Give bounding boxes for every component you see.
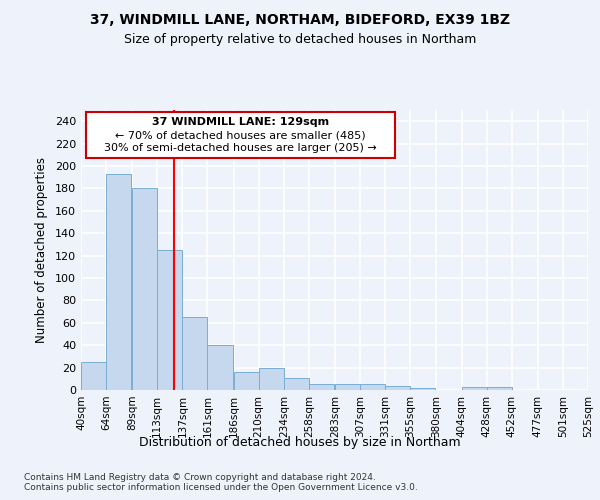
Bar [106,174,131,390]
Text: ← 70% of detached houses are smaller (485): ← 70% of detached houses are smaller (48… [115,130,366,140]
Bar [309,384,334,390]
Text: Contains public sector information licensed under the Open Government Licence v3: Contains public sector information licen… [24,484,418,492]
Y-axis label: Number of detached properties: Number of detached properties [35,157,48,343]
Text: 37 WINDMILL LANE: 129sqm: 37 WINDMILL LANE: 129sqm [152,118,329,128]
FancyBboxPatch shape [86,112,395,158]
Bar [259,368,284,390]
Bar [335,384,360,390]
Bar [233,372,259,390]
Text: Distribution of detached houses by size in Northam: Distribution of detached houses by size … [139,436,461,449]
Text: 30% of semi-detached houses are larger (205) →: 30% of semi-detached houses are larger (… [104,143,377,153]
Text: Size of property relative to detached houses in Northam: Size of property relative to detached ho… [124,32,476,46]
Bar [461,386,487,390]
Bar [81,362,106,390]
Bar [360,384,385,390]
Bar [487,386,512,390]
Bar [284,378,309,390]
Text: Contains HM Land Registry data © Crown copyright and database right 2024.: Contains HM Land Registry data © Crown c… [24,472,376,482]
Bar [157,250,182,390]
Bar [385,386,410,390]
Bar [132,188,157,390]
Bar [410,388,436,390]
Bar [208,345,233,390]
Text: 37, WINDMILL LANE, NORTHAM, BIDEFORD, EX39 1BZ: 37, WINDMILL LANE, NORTHAM, BIDEFORD, EX… [90,12,510,26]
Bar [182,317,208,390]
